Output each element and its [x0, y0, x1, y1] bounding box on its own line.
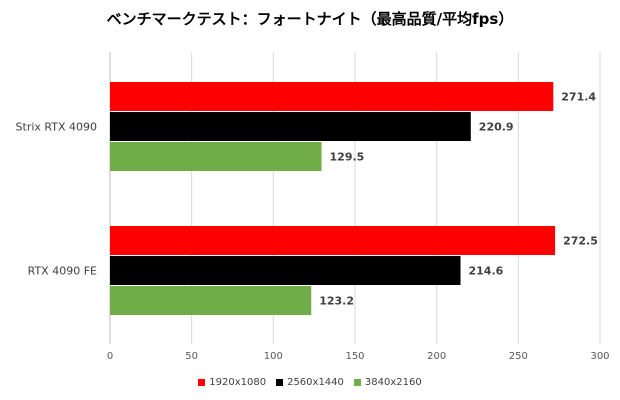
legend-label: 2560x1440	[287, 377, 344, 388]
category-label: RTX 4090 FE	[28, 265, 97, 278]
x-tick-label: 100	[264, 351, 283, 362]
data-label: 220.9	[479, 121, 514, 134]
legend-label: 1920x1080	[209, 377, 267, 388]
bar-1920x1080	[110, 82, 554, 111]
bars	[110, 82, 556, 315]
data-label: 214.6	[469, 265, 504, 278]
legend-item: 2560x1440	[276, 377, 344, 388]
bar-2560x1440	[110, 112, 471, 141]
data-labels: 271.4 220.9 129.5 272.5 214.6 123.2	[319, 91, 598, 308]
legend-swatch	[198, 379, 206, 386]
bar-3840x2160	[110, 142, 322, 171]
bar-2560x1440	[110, 256, 461, 285]
x-tick-label: 200	[427, 351, 446, 362]
bar-3840x2160	[110, 286, 312, 315]
data-label: 271.4	[561, 91, 596, 104]
legend-item: 1920x1080	[198, 377, 266, 388]
x-tick-label: 250	[509, 351, 528, 362]
legend-item: 3840x2160	[353, 377, 422, 388]
chart-title: ベンチマークテスト：フォートナイト（最高品質/平均fps）	[106, 10, 514, 28]
data-label: 129.5	[330, 151, 365, 164]
legend-swatch	[353, 379, 361, 386]
data-label: 272.5	[563, 235, 598, 248]
legend-label: 3840x2160	[364, 377, 422, 388]
x-tick-label: 0	[107, 351, 113, 362]
legend: 1920x1080 2560x1440 3840x2160	[0, 377, 620, 389]
category-labels: Strix RTX 4090 RTX 4090 FE	[16, 121, 98, 278]
x-tick-labels: 0 50 100 150 200 250 300	[107, 351, 610, 362]
legend-swatch	[276, 379, 284, 386]
x-tick-label: 150	[345, 351, 364, 362]
x-tick-label: 50	[185, 351, 198, 362]
category-label: Strix RTX 4090	[16, 121, 97, 134]
x-tick-label: 300	[590, 351, 609, 362]
data-label: 123.2	[319, 295, 354, 308]
bar-1920x1080	[110, 226, 556, 255]
